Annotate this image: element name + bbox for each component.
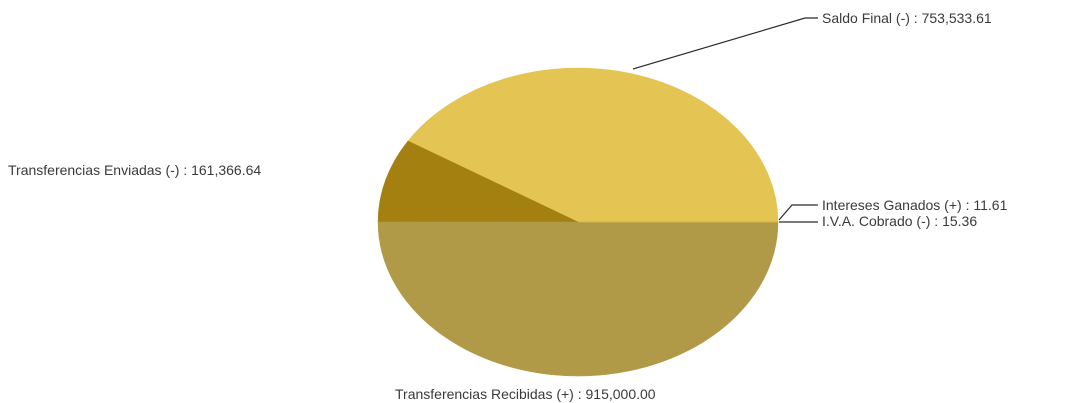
leader-intereses-ganados — [778, 204, 818, 221]
slice-saldo-final — [407, 67, 779, 223]
label-transferencias-enviadas: Transferencias Enviadas (-) : 161,366.64 — [8, 162, 261, 178]
slice-labels: Saldo Final (-) : 753,533.61 Transferenc… — [8, 10, 1008, 402]
pie-slices — [377, 67, 779, 377]
label-saldo-final: Saldo Final (-) : 753,533.61 — [822, 10, 992, 26]
slice-transferencias-recibidas — [377, 221, 779, 377]
label-intereses-ganados: Intereses Ganados (+) : 11.61 — [822, 197, 1008, 213]
leader-saldo-final — [632, 17, 818, 70]
label-transferencias-recibidas: Transferencias Recibidas (+) : 915,000.0… — [395, 386, 656, 402]
slice-transferencias-enviadas — [377, 140, 579, 223]
leader-lines — [632, 17, 818, 223]
label-iva-cobrado: I.V.A. Cobrado (-) : 15.36 — [822, 213, 977, 229]
